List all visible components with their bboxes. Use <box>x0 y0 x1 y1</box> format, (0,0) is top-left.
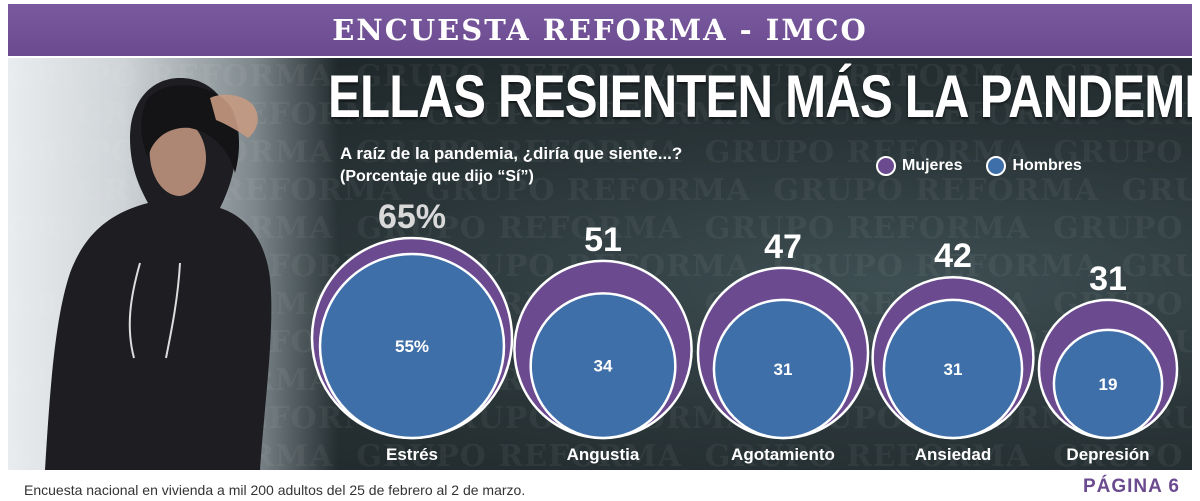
header-banner: ENCUESTA REFORMA - IMCO <box>8 4 1192 56</box>
survey-question-note: (Porcentaje que dijo “Sí”) <box>340 168 534 185</box>
value-label-mujeres-depresion: 31 <box>1089 260 1127 298</box>
category-label-depresion: Depresión <box>1066 445 1149 464</box>
category-label-estres: Estrés <box>386 445 438 464</box>
value-label-hombres-angustia: 34 <box>594 357 613 376</box>
bubble-hombres-ansiedad <box>882 298 1024 440</box>
legend-label-hombres: Hombres <box>1012 157 1082 174</box>
banner-title: ENCUESTA REFORMA - IMCO <box>332 13 868 47</box>
value-label-hombres-depresion: 19 <box>1099 375 1118 394</box>
bubble-hombres-angustia <box>529 292 677 440</box>
page-reference: PÁGINA 6 <box>1082 476 1180 497</box>
legend-swatch-mujeres <box>876 156 896 176</box>
category-label-angustia: Angustia <box>567 445 640 464</box>
category-label-agotamiento: Agotamiento <box>731 445 835 464</box>
value-label-hombres-estres: 55% <box>395 337 429 356</box>
value-label-mujeres-estres: 65% <box>378 198 446 236</box>
bubble-hombres-depresion <box>1052 328 1164 440</box>
legend-item-hombres: Hombres <box>986 156 1082 176</box>
legend-label-mujeres: Mujeres <box>902 157 963 174</box>
legend-swatch-hombres <box>986 156 1007 176</box>
footnote: Encuesta nacional en vivienda a mil 200 … <box>24 482 526 498</box>
value-label-mujeres-angustia: 51 <box>584 221 622 259</box>
category-label-ansiedad: Ansiedad <box>915 445 992 464</box>
value-label-hombres-ansiedad: 31 <box>944 360 963 379</box>
woman-photo-illustration <box>45 78 272 470</box>
bubble-hombres-agotamiento <box>712 298 854 440</box>
value-label-mujeres-agotamiento: 47 <box>764 228 802 266</box>
survey-question: A raíz de la pandemia, ¿diría que siente… <box>340 144 683 163</box>
value-label-hombres-agotamiento: 31 <box>774 360 793 379</box>
value-label-mujeres-ansiedad: 42 <box>934 237 972 275</box>
chart-legend: Mujeres Hombres <box>876 156 1096 176</box>
bubble-hombres-estres <box>318 252 506 440</box>
legend-item-mujeres: Mujeres <box>876 156 962 176</box>
